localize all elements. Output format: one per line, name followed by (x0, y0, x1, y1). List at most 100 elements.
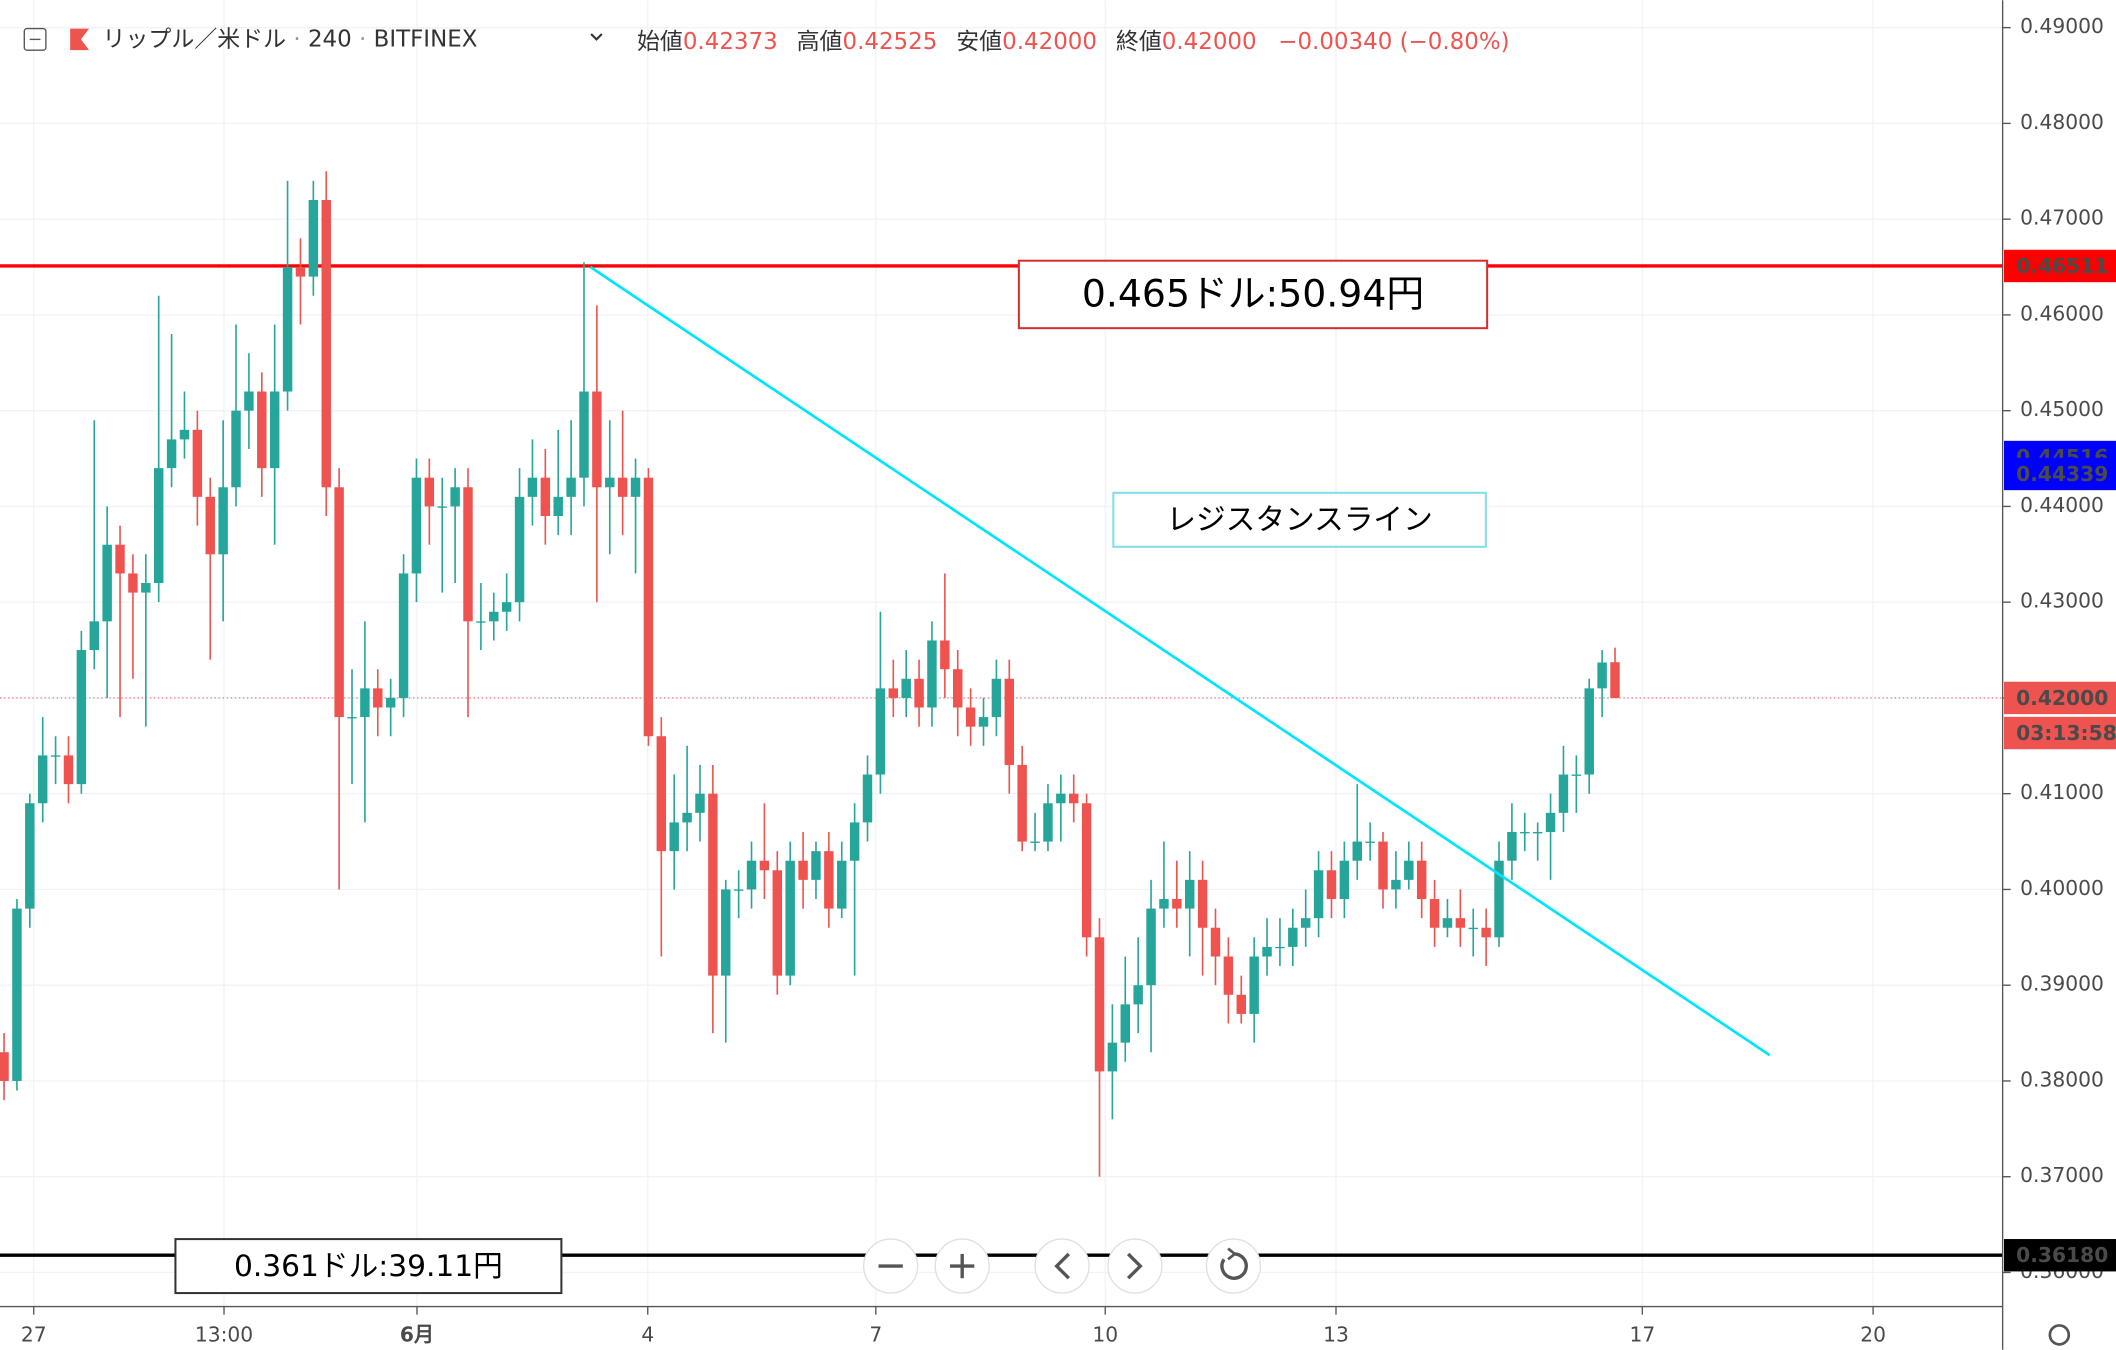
countdown-tag (2003, 716, 2116, 750)
ohlc-value: 0.42525 (842, 29, 937, 55)
y-tick-label: 0.46000 (2020, 301, 2104, 325)
candle-body (450, 487, 460, 507)
candle-body (76, 650, 87, 785)
candle-body (1520, 831, 1530, 834)
candle-body (1275, 946, 1285, 949)
candle-body (901, 678, 911, 698)
candle-body (37, 755, 48, 804)
zoom-in[interactable] (934, 1238, 990, 1294)
candle-body (811, 851, 821, 880)
annotation-box (1017, 259, 1489, 330)
zoom-out[interactable] (862, 1238, 919, 1294)
annotation-text: 0.361ドル:39.11円 (234, 1248, 503, 1283)
candle-body (1184, 879, 1195, 909)
candle-body (205, 496, 215, 555)
candle-body (385, 697, 396, 708)
interval: 240 (308, 26, 352, 52)
candle-body (489, 611, 499, 622)
candle-body (1429, 899, 1440, 928)
candle-body (115, 544, 125, 574)
candle-body (1571, 774, 1582, 776)
y-tick-label: 0.45000 (2020, 397, 2104, 421)
candle-body (592, 391, 602, 488)
trend-line (589, 265, 1771, 1057)
candle-body (566, 477, 576, 497)
candle-body (682, 812, 692, 823)
candle-body (1094, 937, 1105, 1072)
candle-body (347, 717, 357, 719)
candle-body (1120, 1004, 1130, 1043)
candle-body (1300, 918, 1311, 928)
candle-body (1532, 831, 1543, 834)
candle-body (218, 487, 228, 555)
scroll-right[interactable] (1107, 1238, 1163, 1294)
scroll-left[interactable] (1034, 1238, 1090, 1294)
candle-body (360, 688, 370, 718)
candle-body (1326, 870, 1337, 900)
candle-body (166, 439, 177, 469)
candle-body (437, 506, 447, 508)
candle-body (128, 573, 138, 593)
symbol-header[interactable]: リップル／米ドル · 240 · BITFINEX (103, 26, 478, 52)
y-tick-label: 0.38000 (2020, 1067, 2104, 1091)
annotation-box (174, 1238, 563, 1295)
candle-body (579, 391, 589, 478)
candle-body (1159, 899, 1169, 909)
candle-body (1468, 927, 1478, 930)
y-tick-label: 0.44000 (2020, 493, 2104, 517)
y-tick-label: 0.47000 (2020, 206, 2104, 230)
candle-body (1249, 956, 1259, 1014)
x-tick-label: 4 (641, 1323, 654, 1347)
candle-body (1056, 793, 1066, 804)
y-tick-label: 0.41000 (2020, 780, 2104, 804)
x-tick-label: 6月 (400, 1323, 434, 1347)
candle-body (1223, 956, 1234, 995)
candle-body (257, 391, 267, 469)
ohlc-name: 高値 (797, 29, 843, 55)
candle-body (759, 860, 770, 871)
candle-body (1597, 662, 1607, 689)
candle-body (244, 391, 254, 411)
x-tick-label: 13 (1323, 1323, 1349, 1347)
y-tick-label: 0.39000 (2020, 972, 2104, 996)
candle-body (1494, 860, 1504, 938)
candle-body (1288, 927, 1298, 947)
settings[interactable] (2048, 1324, 2071, 1346)
candle-body (1068, 793, 1079, 804)
dropdown-icon[interactable] (590, 33, 603, 41)
reset[interactable] (1205, 1238, 1262, 1294)
header: リップル／米ドル · 240 · BITFINEX 始値0.42373 高値0.4… (23, 26, 1510, 55)
candle-body (1365, 841, 1375, 843)
exchange: BITFINEX (374, 26, 478, 52)
candle-body (25, 803, 35, 909)
price-tag (2003, 457, 2116, 491)
candle-body (269, 391, 280, 469)
annotation-text: レジスタンスライン (1166, 502, 1432, 537)
candle-body (772, 870, 783, 976)
candle-body (282, 267, 293, 392)
y-tick-label: 0.49000 (2020, 14, 2104, 38)
candle-body (630, 477, 641, 497)
candle-body (527, 477, 538, 497)
candle-body (837, 860, 847, 909)
candle-body (424, 477, 435, 507)
candle-body (888, 688, 899, 698)
collapse-icon[interactable] (23, 27, 47, 51)
sep: · (286, 26, 308, 52)
candle-body (733, 889, 744, 891)
candle-body (1236, 994, 1246, 1014)
ohlc-name: 始値 (637, 29, 683, 55)
candle-body (849, 822, 860, 861)
x-tick-label: 7 (869, 1323, 882, 1347)
candle-body (1030, 841, 1040, 843)
navigation-buttons (862, 1238, 2071, 1346)
candle-body (1197, 879, 1208, 928)
candle-body (669, 822, 679, 852)
candle-body (141, 583, 151, 593)
countdown-label: 03:13:58 (2016, 721, 2116, 745)
ohlc-name: 安値 (956, 29, 1002, 55)
candle-body (1455, 918, 1466, 928)
sep: · (352, 26, 374, 52)
ohlc-values: 始値0.42373 高値0.42525 安値0.42000 終値0.42000 −0.0… (637, 29, 1510, 55)
